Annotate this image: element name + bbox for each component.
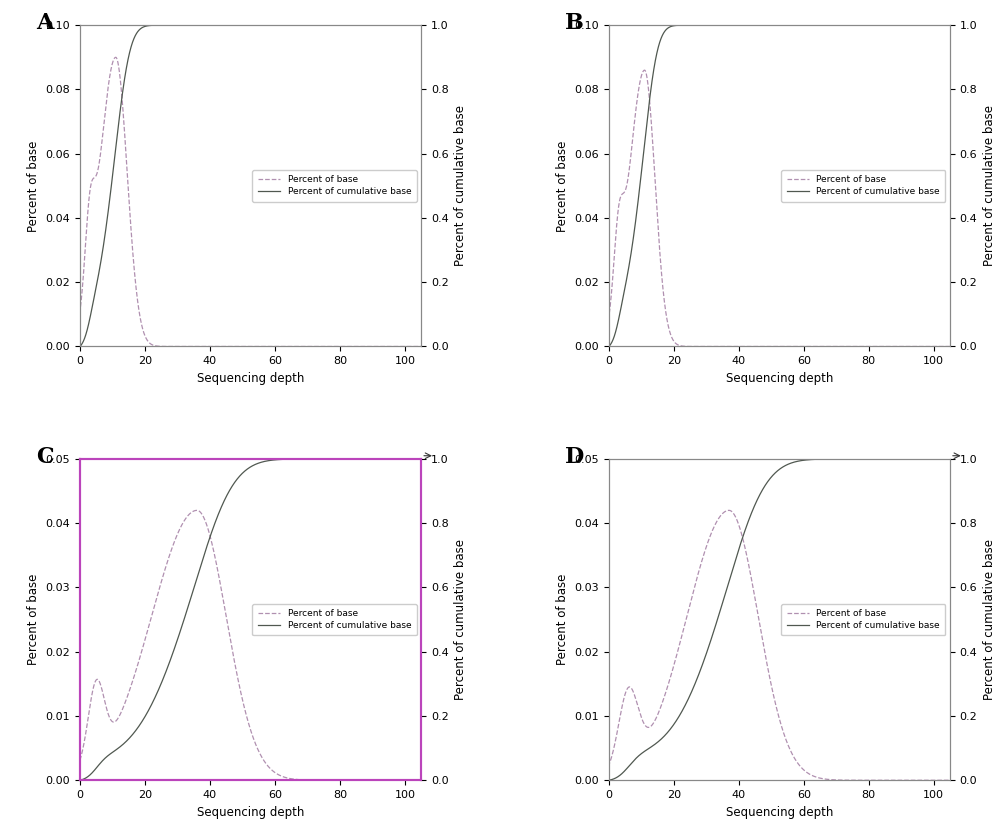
X-axis label: Sequencing depth: Sequencing depth bbox=[726, 805, 833, 819]
X-axis label: Sequencing depth: Sequencing depth bbox=[726, 372, 833, 385]
Y-axis label: Percent of cumulative base: Percent of cumulative base bbox=[983, 539, 996, 700]
X-axis label: Sequencing depth: Sequencing depth bbox=[197, 805, 304, 819]
Y-axis label: Percent of cumulative base: Percent of cumulative base bbox=[983, 106, 996, 266]
Y-axis label: Percent of base: Percent of base bbox=[556, 574, 569, 665]
Y-axis label: Percent of base: Percent of base bbox=[556, 140, 569, 232]
Y-axis label: Percent of cumulative base: Percent of cumulative base bbox=[454, 539, 467, 700]
Y-axis label: Percent of cumulative base: Percent of cumulative base bbox=[454, 106, 467, 266]
Legend: Percent of base, Percent of cumulative base: Percent of base, Percent of cumulative b… bbox=[781, 170, 945, 201]
X-axis label: Sequencing depth: Sequencing depth bbox=[197, 372, 304, 385]
Legend: Percent of base, Percent of cumulative base: Percent of base, Percent of cumulative b… bbox=[252, 170, 417, 201]
Text: A: A bbox=[36, 13, 53, 34]
Legend: Percent of base, Percent of cumulative base: Percent of base, Percent of cumulative b… bbox=[781, 604, 945, 635]
Y-axis label: Percent of base: Percent of base bbox=[27, 140, 40, 232]
Legend: Percent of base, Percent of cumulative base: Percent of base, Percent of cumulative b… bbox=[252, 604, 417, 635]
Text: B: B bbox=[564, 13, 583, 34]
Text: C: C bbox=[36, 446, 53, 468]
Text: D: D bbox=[564, 446, 584, 468]
Y-axis label: Percent of base: Percent of base bbox=[27, 574, 40, 665]
